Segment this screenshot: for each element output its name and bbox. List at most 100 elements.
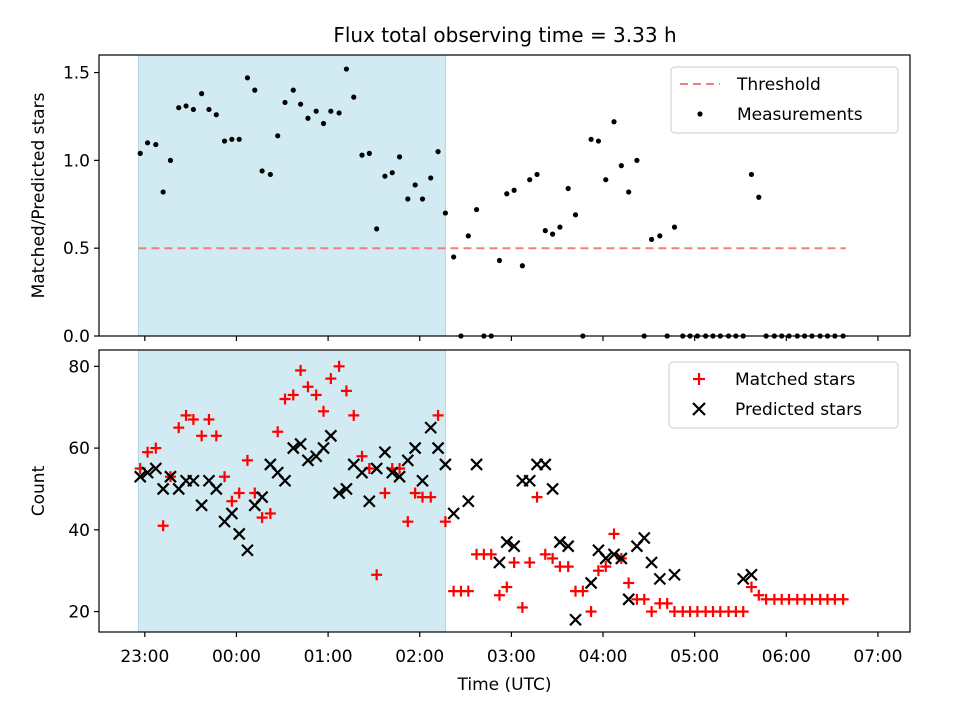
x-tick-label: 01:00 xyxy=(304,647,353,667)
predicted-star-point xyxy=(340,482,353,496)
x-tick-label: 23:00 xyxy=(120,647,169,667)
measurement-point xyxy=(748,171,755,178)
predicted-star-point xyxy=(294,437,307,451)
matched-star-point xyxy=(562,561,574,573)
matched-star-point xyxy=(272,426,284,438)
measurement-point xyxy=(756,194,762,200)
matched-star-point xyxy=(524,557,536,569)
measurement-point xyxy=(298,101,304,107)
predicted-star-point xyxy=(493,556,506,569)
observing-window-span xyxy=(137,349,446,633)
predicted-star-point xyxy=(133,470,147,483)
predicted-star-point xyxy=(645,556,658,569)
predicted-star-point xyxy=(470,458,483,471)
count-legend: Matched stars Predicted stars xyxy=(668,361,899,429)
matched-star-point xyxy=(439,516,451,528)
matched-star-point xyxy=(142,446,154,458)
measurement-point xyxy=(419,196,426,202)
matched-star-point xyxy=(485,548,497,560)
matched-legend-swatch xyxy=(693,373,705,385)
measurements-legend-label: Measurements xyxy=(737,105,863,125)
matched-star-point xyxy=(608,528,620,540)
predicted-star-point xyxy=(156,482,170,496)
matched-star-point xyxy=(516,601,528,613)
measurement-point xyxy=(511,187,517,193)
measurement-point xyxy=(320,120,327,127)
matched-star-point xyxy=(371,569,383,581)
measurement-point xyxy=(465,233,471,239)
figure-title: Flux total observing time = 3.33 h xyxy=(333,23,676,47)
matched-star-point xyxy=(348,409,360,421)
measurement-point xyxy=(305,115,311,121)
count-x-ticks: 23:00 00:00 01:00 02:00 03:00 04:00 05:00 06:00… xyxy=(120,632,902,667)
matched-star-point xyxy=(646,606,658,618)
matched-star-point xyxy=(745,581,757,593)
matched-star-point xyxy=(592,565,604,577)
predicted-star-point xyxy=(622,593,635,606)
matched-star-point xyxy=(585,606,597,618)
x-tick-label: 00:00 xyxy=(212,647,261,667)
predicted-star-point xyxy=(447,507,460,520)
measurement-point xyxy=(144,140,151,146)
x-tick-label: 07:00 xyxy=(853,647,902,667)
count-y-ticks: 20 40 60 80 xyxy=(68,357,99,623)
predicted-star-point xyxy=(332,486,346,500)
measurement-point xyxy=(534,171,540,178)
measurement-point xyxy=(396,154,403,160)
matched-star-point xyxy=(318,405,330,417)
measurement-point xyxy=(572,212,579,218)
measurement-point xyxy=(199,91,205,97)
predicted-star-point xyxy=(363,494,376,508)
measurement-point xyxy=(648,236,655,243)
measurement-point xyxy=(160,189,166,195)
predicted-star-point xyxy=(210,482,223,496)
measurement-point xyxy=(527,177,533,183)
predicted-star-point xyxy=(745,568,758,582)
measurement-point xyxy=(328,108,334,114)
measurement-point xyxy=(595,138,602,144)
measurement-point xyxy=(213,112,219,118)
measurement-point xyxy=(267,171,273,178)
measurement-point xyxy=(557,224,563,230)
observing-window-span xyxy=(137,54,446,337)
matched-star-point xyxy=(409,487,421,499)
y-tick-label: 60 xyxy=(68,439,90,459)
matched-star-point xyxy=(196,430,208,442)
predicted-star-point xyxy=(141,466,154,479)
y-tick-label: 20 xyxy=(68,603,90,623)
count-y-axis-label: Count xyxy=(29,465,49,516)
matched-star-point xyxy=(226,495,238,507)
measurement-point xyxy=(626,189,632,195)
matched-star-points xyxy=(134,360,849,618)
measurement-point xyxy=(206,106,212,113)
predicted-star-point xyxy=(317,441,330,455)
matched-star-point xyxy=(219,471,231,483)
measurement-point xyxy=(634,157,640,163)
measurement-point xyxy=(374,226,380,232)
matched-legend-label: Matched stars xyxy=(735,370,855,390)
matched-star-point xyxy=(432,409,444,421)
predicted-star-point xyxy=(637,531,651,545)
ratio-axes-frame xyxy=(98,54,911,337)
measurement-point xyxy=(336,110,342,116)
predicted-star-point xyxy=(416,474,429,488)
measurement-point xyxy=(618,163,624,169)
predicted-star-point xyxy=(668,568,681,582)
y-tick-label: 1.5 xyxy=(63,64,90,84)
matched-star-point xyxy=(173,422,185,434)
predicted-star-point xyxy=(255,490,269,504)
matched-star-point xyxy=(577,585,589,597)
measurement-point xyxy=(442,210,448,216)
predicted-star-point xyxy=(500,535,514,549)
measurement-point xyxy=(588,136,594,142)
matched-star-point xyxy=(661,597,673,609)
count-legend-box xyxy=(668,361,899,429)
measurement-point xyxy=(382,173,388,179)
predicted-star-point xyxy=(599,552,613,565)
y-tick-label: 1.0 xyxy=(63,151,90,171)
predicted-star-point xyxy=(553,535,567,549)
measurement-point xyxy=(176,105,182,111)
ratio-x-ticks xyxy=(144,336,879,341)
matched-star-point xyxy=(600,561,612,573)
